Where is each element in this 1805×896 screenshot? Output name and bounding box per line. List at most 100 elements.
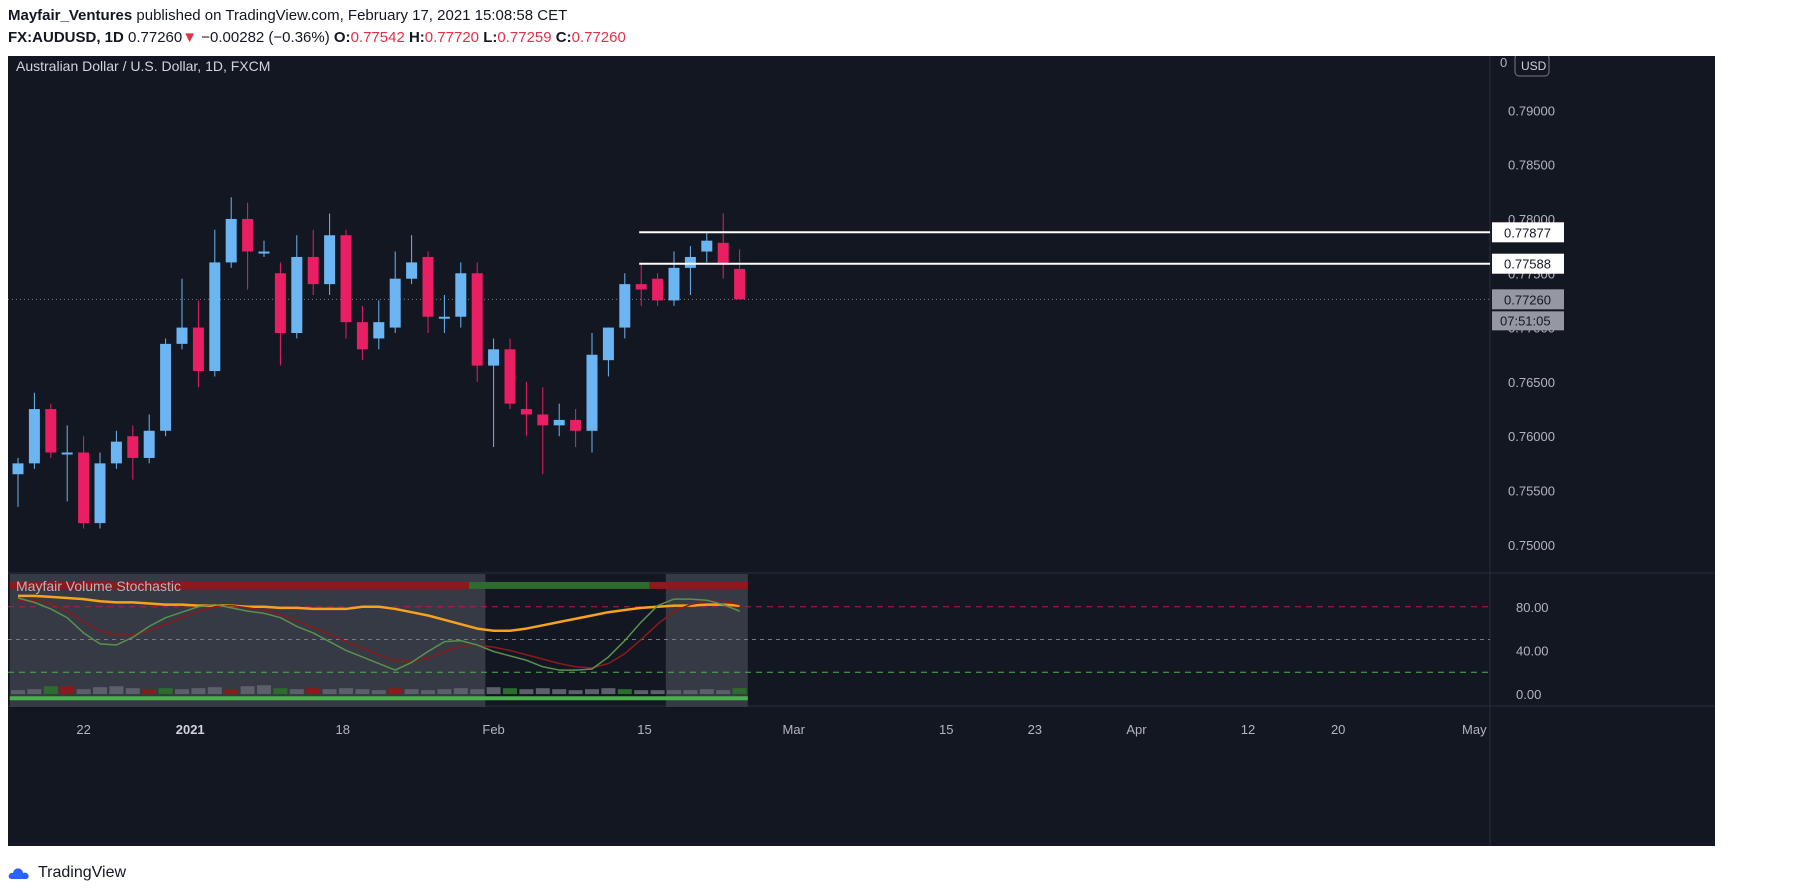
footer: TradingView — [8, 860, 126, 886]
countdown-box — [1492, 311, 1564, 331]
candle-body — [110, 441, 122, 464]
volume-bar — [552, 689, 567, 695]
trend-band-bear — [649, 581, 748, 589]
up-candle — [143, 414, 155, 464]
candle-body — [225, 218, 237, 263]
down-candle — [192, 300, 204, 388]
x-tick-label: 12 — [1241, 722, 1255, 737]
volume-bar — [93, 687, 107, 695]
indicator-tick-label: 40.00 — [1516, 643, 1549, 658]
candle-body — [340, 235, 352, 323]
price-change: −0.00282 (−0.36%) — [201, 29, 330, 46]
chart-canvas[interactable]: Australian Dollar / U.S. Dollar, 1D, FXC… — [8, 56, 1715, 846]
up-candle — [455, 262, 467, 328]
volume-bar — [109, 686, 124, 695]
up-candle — [12, 457, 24, 507]
up-candle — [668, 251, 680, 306]
down-candle — [422, 251, 434, 334]
candle-body — [209, 262, 221, 372]
candle-body — [717, 242, 729, 265]
x-tick-label: 2021 — [176, 722, 205, 737]
candle-body — [242, 218, 254, 252]
volume-bar — [421, 690, 435, 695]
volume-bar — [634, 690, 649, 695]
down-candle — [307, 229, 319, 295]
low-value: 0.77259 — [497, 29, 552, 46]
down-candle — [45, 403, 57, 458]
low-label: L: — [483, 29, 498, 46]
candle-body — [422, 256, 434, 317]
volume-bar — [355, 689, 370, 695]
last-price: 0.77260 — [128, 29, 183, 46]
x-tick-label: Apr — [1126, 722, 1147, 737]
down-candle — [242, 202, 254, 290]
y-tick-label: 0.75500 — [1508, 484, 1555, 499]
level-label: 0.77588 — [1504, 257, 1551, 272]
publish-line: Mayfair_Ventures published on TradingVie… — [8, 7, 567, 24]
indicator-shade — [665, 574, 748, 707]
currency-badge — [1514, 56, 1550, 77]
candle-body — [471, 273, 483, 366]
candle-body — [61, 452, 73, 455]
candle-body — [668, 267, 680, 301]
level-label: 0.77877 — [1504, 225, 1551, 240]
volume-bar — [142, 689, 157, 695]
candle-body — [619, 284, 631, 328]
up-candle — [438, 294, 450, 334]
down-candle — [78, 436, 90, 529]
last-price-label: 0.77260 — [1504, 292, 1551, 307]
candle-body — [488, 349, 500, 366]
close-label: C: — [555, 29, 572, 46]
candle-body — [652, 278, 664, 301]
down-candle — [356, 305, 368, 361]
up-candle — [258, 240, 270, 257]
candle-body — [504, 349, 516, 404]
y-tick-label: 0.78500 — [1508, 158, 1555, 173]
high-label: H: — [408, 29, 425, 46]
volume-bar — [519, 689, 534, 695]
volume-bar — [437, 689, 452, 695]
volume-bar — [175, 689, 189, 695]
up-candle — [406, 235, 418, 285]
down-candle — [504, 338, 516, 410]
candle-body — [307, 256, 319, 285]
up-candle — [291, 235, 303, 339]
up-candle — [619, 273, 631, 339]
volume-bar — [388, 688, 403, 695]
volume-bar — [257, 685, 271, 695]
chart-title: Australian Dollar / U.S. Dollar, 1D, FXC… — [16, 58, 270, 74]
candle-body — [635, 284, 647, 290]
up-candle — [28, 392, 40, 469]
up-candle — [176, 278, 188, 350]
down-arrow-icon: ▼ — [182, 29, 198, 46]
indicator-title: Mayfair Volume Stochastic — [16, 578, 181, 594]
y-tick-label: 0.79000 — [1508, 103, 1555, 118]
volume-bar — [60, 686, 75, 695]
up-candle — [701, 231, 713, 263]
volume-bar — [224, 689, 239, 695]
chart-frame[interactable]: Australian Dollar / U.S. Dollar, 1D, FXC… — [8, 56, 1715, 846]
candle-body — [602, 327, 614, 361]
volume-bar — [667, 690, 681, 695]
candle-body — [570, 419, 582, 431]
close-value: 0.77260 — [571, 29, 626, 46]
x-tick-label: 23 — [1028, 722, 1042, 737]
x-tick-label: 18 — [335, 722, 349, 737]
y-tick-label: 0.76000 — [1508, 429, 1555, 444]
up-candle — [110, 430, 122, 469]
y-tick-label-top: 0 — [1500, 56, 1507, 70]
candle-body — [586, 354, 598, 431]
candle-body — [734, 268, 746, 300]
candle-body — [520, 409, 532, 415]
volume-bar — [486, 687, 501, 695]
volume-bar — [339, 688, 353, 695]
volume-bar — [76, 689, 91, 695]
candle-body — [373, 322, 385, 339]
volume-bar — [716, 690, 731, 695]
trend-band-bull — [469, 581, 650, 589]
candle-body — [389, 278, 401, 328]
volume-bar — [125, 688, 140, 695]
volume-bar — [568, 690, 583, 695]
tradingview-logo-icon — [8, 868, 29, 879]
x-tick-label: May — [1462, 722, 1487, 737]
